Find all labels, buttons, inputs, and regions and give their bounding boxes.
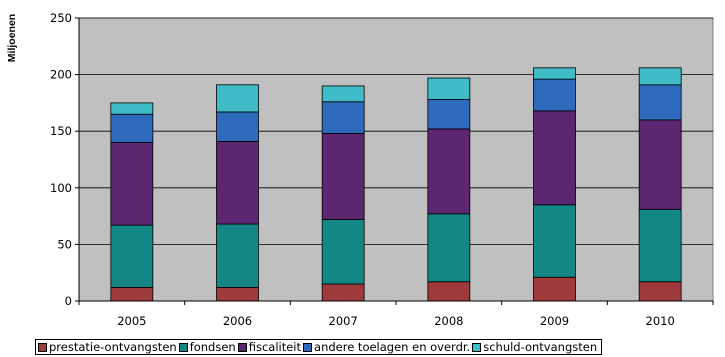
bar-segment [321, 133, 365, 220]
legend-label: schuld-ontvangsten [483, 340, 598, 354]
legend-swatch [38, 342, 47, 352]
legend-label: andere toelagen en overdr. [314, 340, 471, 354]
bar-segment [216, 140, 259, 225]
legend: prestatie-ontvangsten fondsen fiscaliteit a… [35, 339, 603, 355]
legend-swatch [303, 342, 313, 352]
legend-label: fiscaliteit [248, 340, 302, 354]
bar-segment [321, 219, 365, 285]
x-axis: 2005 2006 2007 2008 2009 2010 [78, 300, 714, 328]
x-tick-label: 2009 [540, 314, 569, 328]
legend-swatch [178, 342, 188, 352]
bar-segment [321, 283, 365, 302]
bar-segment [110, 102, 154, 115]
bar-segment [110, 142, 154, 226]
x-tick-label: 2006 [223, 314, 252, 328]
bar-segment [216, 287, 259, 302]
bar-segment [110, 113, 154, 143]
bar-segment [427, 77, 471, 100]
bar-segment [110, 224, 154, 288]
bar-segment [638, 281, 682, 302]
bar-segment [533, 78, 576, 112]
bar-segment [427, 281, 471, 302]
bar-segment [533, 110, 576, 206]
legend-item: prestatie-ontvangsten [38, 340, 177, 354]
bar-segment [216, 223, 259, 288]
y-tick-label: 0 [65, 294, 72, 308]
y-tick-label: 100 [50, 181, 72, 195]
bar-segment [216, 111, 259, 142]
gridlines [79, 17, 713, 245]
x-tick-label: 2010 [646, 314, 675, 328]
x-tick-label: 2008 [434, 314, 463, 328]
bar-segment [427, 99, 471, 130]
legend-label: fondsen [189, 340, 236, 354]
bar-segment [638, 208, 682, 283]
bar-segment [638, 119, 682, 210]
y-axis: 0 50 100 150 200 250 [50, 11, 80, 308]
y-tick-label: 150 [50, 124, 72, 138]
legend-item: andere toelagen en overdr. [303, 340, 470, 354]
bar-segment [321, 85, 365, 103]
bar-segment [533, 67, 576, 80]
y-tick-label: 50 [57, 237, 72, 251]
legend-swatch [472, 342, 482, 352]
legend-label: prestatie-ontvangsten [49, 340, 177, 354]
x-tick-label: 2007 [329, 314, 358, 328]
bar-segment [638, 67, 682, 86]
bar-segment [321, 101, 365, 134]
y-tick-label: 250 [50, 11, 72, 25]
plot-area [78, 17, 714, 302]
bar-segment [427, 213, 471, 283]
legend-swatch [237, 342, 247, 352]
bar-segment [110, 287, 154, 302]
bar-segment [638, 84, 682, 121]
x-tick-label: 2005 [117, 314, 146, 328]
legend-item: fondsen [178, 340, 236, 354]
chart: 0 50 100 150 200 250 2005 2006 2007 2008 2009 2010… [6, 11, 714, 328]
bar-segment [533, 276, 576, 302]
legend-item: schuld-ontvangsten [472, 340, 597, 354]
bars [110, 67, 682, 302]
y-axis-title: Miljoenen [6, 14, 18, 62]
y-tick-label: 200 [50, 68, 72, 82]
bar-segment [427, 128, 471, 215]
bar-segment [533, 204, 576, 278]
legend-item: fiscaliteit [237, 340, 302, 354]
bar-segment [216, 84, 259, 113]
